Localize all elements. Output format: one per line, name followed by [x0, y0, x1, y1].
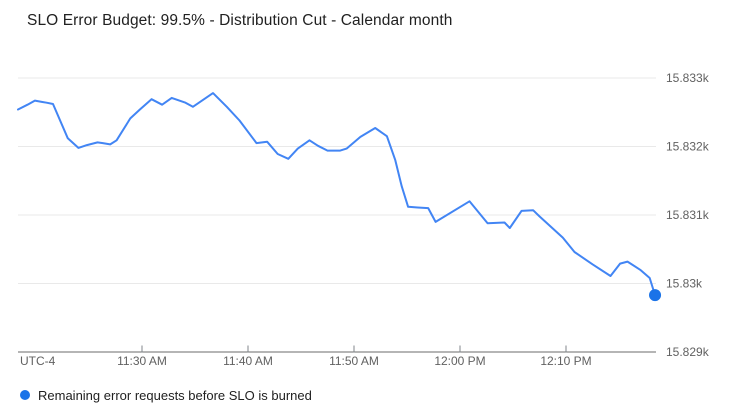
x-axis-label: 11:30 AM	[117, 354, 167, 368]
chart-plot-area: 15.833k 15.832k 15.831k 15.83k 15.829k 11:30 …	[17, 71, 710, 368]
y-axis-label: 15.833k	[666, 71, 710, 85]
x-axis-label: 11:40 AM	[223, 354, 273, 368]
legend-item[interactable]: Remaining error requests before SLO is b…	[20, 387, 312, 403]
y-axis-label: 15.829k	[666, 345, 710, 359]
x-axis-label: 12:10 PM	[540, 354, 591, 368]
series-endpoint-dot	[649, 289, 662, 302]
y-axis-label: 15.83k	[666, 277, 703, 291]
y-axis-label: 15.831k	[666, 208, 710, 222]
x-axis-label: 11:50 AM	[329, 354, 379, 368]
legend-series-dot-icon	[20, 390, 30, 400]
chart-title: SLO Error Budget: 99.5% - Distribution C…	[27, 12, 453, 29]
y-axis-label: 15.832k	[666, 140, 710, 154]
legend-series-label: Remaining error requests before SLO is b…	[38, 387, 312, 403]
series-line	[17, 92, 656, 297]
x-axis-label: 12:00 PM	[434, 354, 485, 368]
timezone-label: UTC-4	[20, 354, 56, 368]
